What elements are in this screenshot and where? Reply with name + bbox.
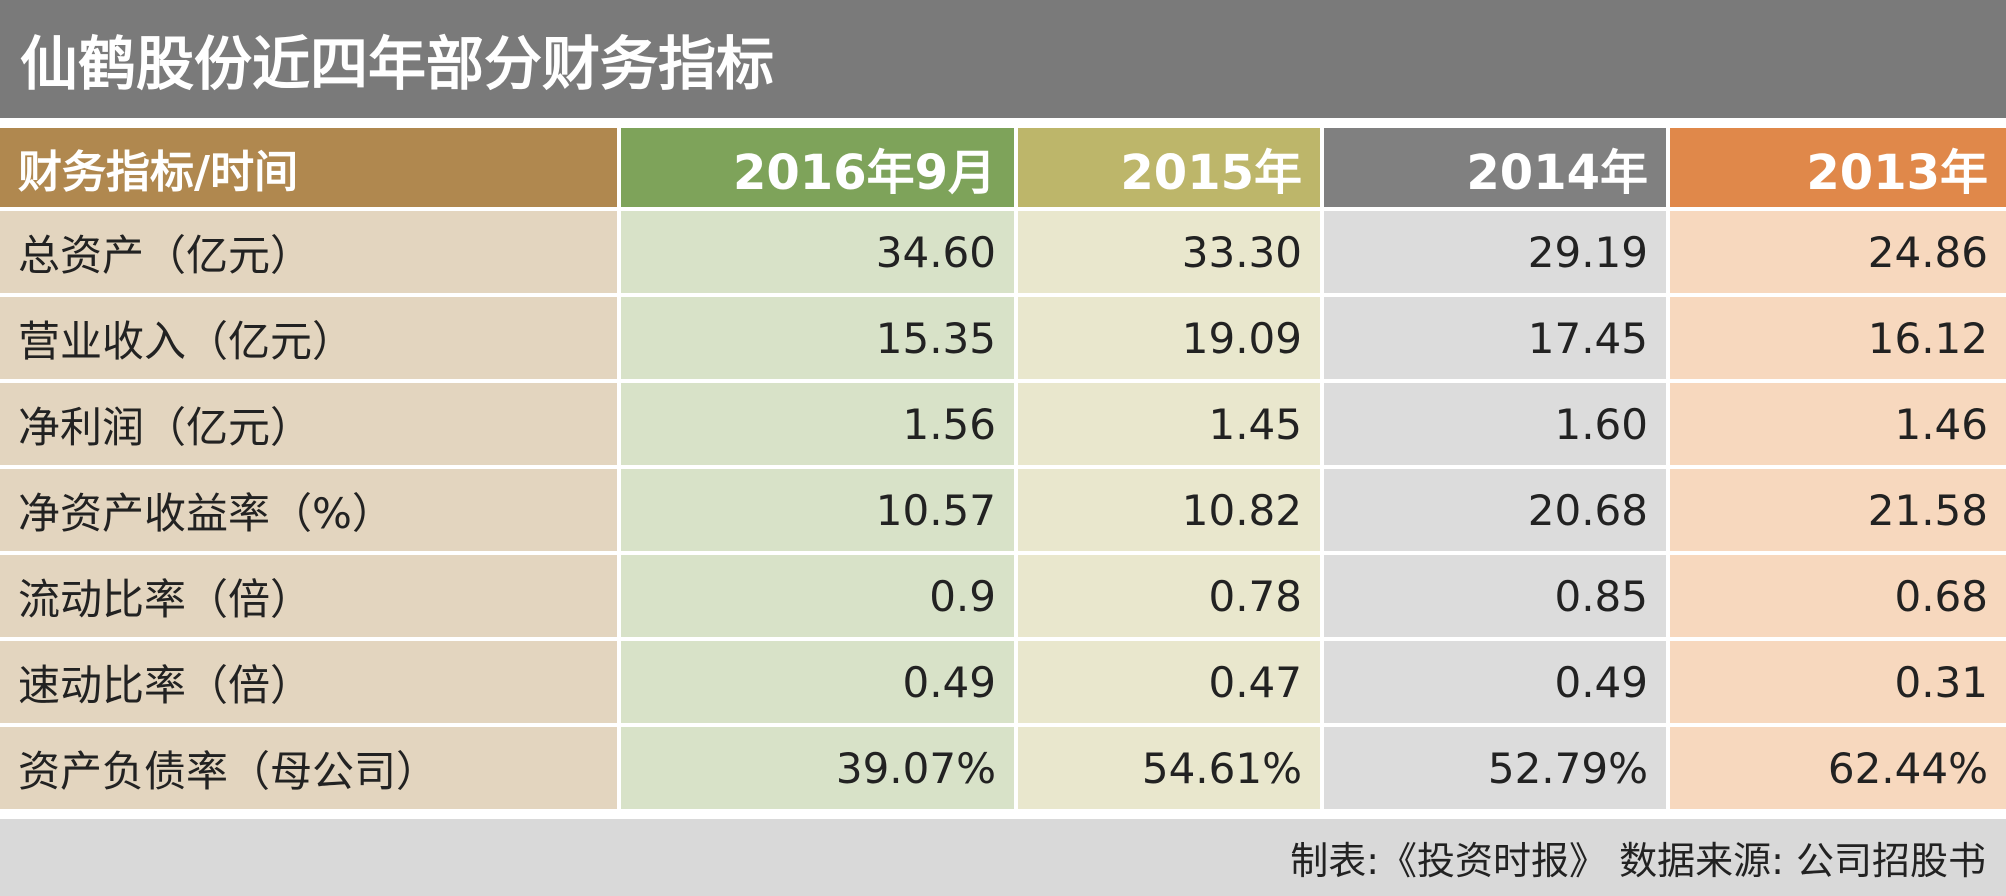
table-cell: 21.58 [1670,469,2006,551]
header-cell: 财务指标/时间 [0,128,617,207]
table-cell: 0.78 [1018,555,1320,637]
table-cell: 52.79% [1324,727,1666,809]
row-label: 资产负债率（母公司） [0,727,617,809]
table-cell: 16.12 [1670,297,2006,379]
table-cell: 20.68 [1324,469,1666,551]
header-cell: 2016年9月 [621,128,1014,207]
table-cell: 0.49 [621,641,1014,723]
footer: 制表:《投资时报》 数据来源: 公司招股书 [0,819,2006,896]
row-label: 净资产收益率（%） [0,469,617,551]
table-cell: 0.47 [1018,641,1320,723]
row-label: 流动比率（倍） [0,555,617,637]
table-cell: 19.09 [1018,297,1320,379]
table-cell: 1.45 [1018,383,1320,465]
table-cell: 1.56 [621,383,1014,465]
header-cell: 2015年 [1018,128,1320,207]
row-label: 营业收入（亿元） [0,297,617,379]
table-cell: 0.85 [1324,555,1666,637]
table-cell: 0.31 [1670,641,2006,723]
table-cell: 0.68 [1670,555,2006,637]
table-cell: 24.86 [1670,211,2006,293]
table-cell: 0.49 [1324,641,1666,723]
table-cell: 10.82 [1018,469,1320,551]
table-cell: 33.30 [1018,211,1320,293]
row-label: 速动比率（倍） [0,641,617,723]
table-cell: 15.35 [621,297,1014,379]
row-label: 净利润（亿元） [0,383,617,465]
table-cell: 1.46 [1670,383,2006,465]
table: 财务指标/时间 2016年9月 2015年 2014年 2013年总资产（亿元） 34.6… [0,128,2006,809]
table-cell: 29.19 [1324,211,1666,293]
table-cell: 34.60 [621,211,1014,293]
header-cell: 2013年 [1670,128,2006,207]
table-cell: 54.61% [1018,727,1320,809]
table-cell: 39.07% [621,727,1014,809]
header-cell: 2014年 [1324,128,1666,207]
row-label: 总资产（亿元） [0,211,617,293]
table-cell: 10.57 [621,469,1014,551]
table-cell: 0.9 [621,555,1014,637]
table-cell: 62.44% [1670,727,2006,809]
table-cell: 17.45 [1324,297,1666,379]
table-cell: 1.60 [1324,383,1666,465]
title: 仙鹤股份近四年部分财务指标 [0,0,2006,118]
